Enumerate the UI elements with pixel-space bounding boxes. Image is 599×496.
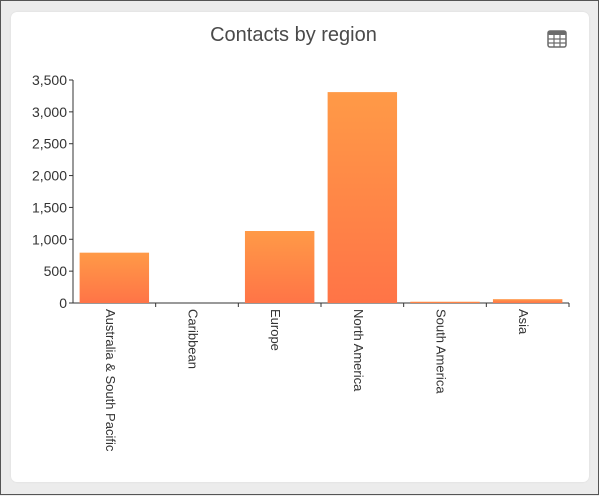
y-tick-label: 1,500 — [32, 199, 67, 215]
x-tick-label: Asia — [516, 309, 531, 335]
y-tick-label: 3,500 — [32, 72, 67, 88]
bar[interactable] — [492, 299, 563, 303]
x-tick-label: South America — [434, 309, 449, 394]
bar[interactable] — [327, 92, 398, 303]
bar[interactable] — [244, 231, 315, 303]
table-grid-icon — [547, 30, 567, 48]
bar[interactable] — [79, 252, 150, 303]
y-tick-label: 1,000 — [32, 231, 67, 247]
y-tick-label: 2,000 — [32, 168, 67, 184]
bar[interactable] — [410, 301, 480, 303]
y-tick-label: 3,000 — [32, 104, 67, 120]
y-tick-label: 2,500 — [32, 136, 67, 152]
chart-title: Contacts by region — [210, 24, 377, 46]
y-tick-label: 0 — [59, 295, 67, 311]
x-tick-label: Caribbean — [186, 309, 201, 369]
y-tick-label: 500 — [44, 263, 68, 279]
x-tick-label: Europe — [268, 309, 283, 351]
x-tick-label: North America — [351, 309, 366, 392]
x-tick-label: Australia & South Pacific — [103, 309, 118, 452]
table-view-button[interactable] — [547, 30, 567, 48]
